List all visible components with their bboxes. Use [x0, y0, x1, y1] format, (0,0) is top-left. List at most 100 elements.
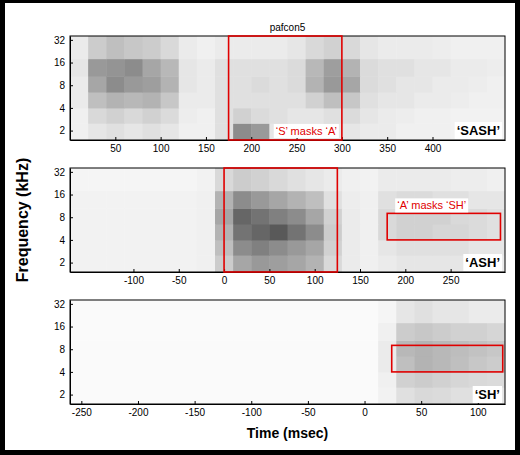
heat-cell: [414, 123, 433, 140]
heat-cell: [124, 340, 143, 356]
heat-cell: [306, 108, 325, 124]
heat-cell: [179, 208, 198, 224]
y-tick-label: 4: [59, 235, 65, 246]
heat-cell: [324, 191, 343, 209]
heat-cell: [306, 224, 325, 240]
heat-cell: [360, 387, 379, 404]
heat-cell: [161, 340, 180, 356]
heat-cell: [414, 36, 433, 59]
heat-cell: [251, 208, 270, 224]
x-tick-mark: [365, 401, 366, 404]
heat-cell: [433, 36, 452, 59]
heat-cell: [414, 59, 433, 77]
heat-cell: [378, 356, 397, 372]
heat-cell: [360, 123, 379, 140]
heat-cell: [143, 36, 162, 59]
x-tick-mark: [115, 137, 116, 140]
heat-cell: [360, 92, 379, 108]
heat-cell: [414, 240, 433, 256]
plot-background: [70, 300, 505, 404]
y-tick-label: 32: [54, 167, 66, 178]
heat-cell: [70, 123, 89, 140]
heat-cell: [396, 255, 415, 272]
heat-cell: [288, 108, 307, 124]
x-tick: -150: [185, 401, 205, 418]
heat-cell: [215, 59, 234, 77]
heat-cell: [124, 224, 143, 240]
heat-cell: [324, 76, 343, 92]
heat-cell: [143, 92, 162, 108]
heat-cell: [88, 224, 107, 240]
y-tick-mark: [70, 372, 73, 373]
heat-cell: [70, 208, 89, 224]
x-tick-mark: [387, 137, 388, 140]
heat-cell: [70, 108, 89, 124]
heat-cell: [378, 191, 397, 209]
heat-cell: [414, 300, 433, 323]
y-tick-label: 16: [54, 321, 66, 332]
heat-cell: [414, 92, 433, 108]
x-tick-label: 100: [470, 407, 487, 418]
heat-cell: [306, 208, 325, 224]
heat-cell: [306, 36, 325, 59]
y-tick-label: 16: [54, 57, 66, 68]
heat-cell: [251, 255, 270, 272]
heat-cell: [269, 168, 288, 191]
heat-cell: [88, 168, 107, 191]
heat-cell: [396, 168, 415, 191]
heat-cell: [179, 240, 198, 256]
plot-background: [70, 36, 505, 140]
heat-cell: [251, 340, 270, 356]
heat-cell: [161, 240, 180, 256]
heat-cell: [433, 300, 452, 323]
x-tick-mark: [133, 269, 134, 272]
figure-background: [5, 3, 515, 450]
heat-cell: [197, 255, 216, 272]
y-tick-label: 2: [59, 125, 65, 136]
label-patch: [473, 386, 502, 403]
heat-cell: [269, 356, 288, 372]
heat-cell: [451, 168, 470, 191]
panel: -250-200-150-100-500501002481632Time (ms…: [54, 299, 506, 441]
y-tick-mark: [70, 217, 73, 218]
heat-cell: [288, 76, 307, 92]
annotation-boxes: [392, 345, 503, 372]
heat-cell: [288, 372, 307, 388]
x-tick-label: 200: [243, 143, 260, 154]
heat-cell: [288, 36, 307, 59]
heat-cell: [487, 191, 505, 209]
x-tick-label: 200: [397, 275, 414, 286]
y-tick-mark: [70, 108, 73, 109]
heat-cell: [233, 356, 252, 372]
x-tick: 150: [352, 269, 369, 286]
heat-cell: [324, 59, 343, 77]
heat-cell: [88, 300, 107, 323]
heat-cell: [197, 300, 216, 323]
heat-cell: [88, 356, 107, 372]
heat-cell: [179, 59, 198, 77]
heat-cell: [251, 59, 270, 77]
heat-cell: [487, 224, 505, 240]
heat-cell: [143, 123, 162, 140]
heat-cell: [106, 108, 125, 124]
heat-cell: [306, 191, 325, 209]
label-patch: [274, 124, 339, 138]
panel-label: ‘SH’: [475, 387, 500, 402]
heat-cell: [469, 36, 488, 59]
heat-cell: [106, 123, 125, 140]
heat-cell: [451, 224, 470, 240]
heat-cell: [487, 36, 505, 59]
heat-cell: [269, 240, 288, 256]
y-tick-label: 4: [59, 103, 65, 114]
heat-cell: [179, 300, 198, 323]
heat-cell: [288, 168, 307, 191]
heat-cell: [233, 224, 252, 240]
heat-cell: [324, 240, 343, 256]
heat-cell: [179, 76, 198, 92]
heat-cell: [124, 108, 143, 124]
x-tick: -250: [72, 401, 92, 418]
x-tick-mark: [179, 269, 180, 272]
x-tick-label: -100: [242, 407, 262, 418]
x-tick-label: 100: [307, 275, 324, 286]
heat-cell: [324, 372, 343, 388]
